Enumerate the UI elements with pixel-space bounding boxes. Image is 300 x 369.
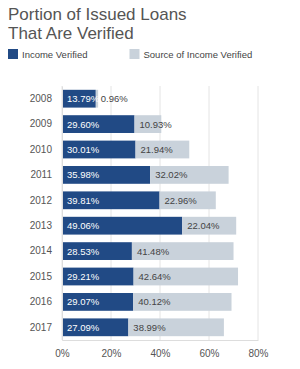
x-tick-label: 60% [199, 348, 219, 359]
bar [62, 115, 135, 133]
x-tick: 60% [199, 340, 219, 359]
bar [62, 166, 150, 184]
x-tick: 0% [55, 340, 70, 359]
y-tick-label: 2012 [30, 195, 53, 206]
bar [134, 268, 238, 286]
bar [150, 166, 228, 184]
bar [132, 242, 234, 260]
data-label: 42.64% [139, 271, 172, 282]
x-tick-label: 0% [55, 348, 70, 359]
y-axis-line [62, 87, 63, 341]
x-tick-label: 20% [101, 348, 121, 359]
grid [62, 86, 258, 340]
x-tick-label: 40% [150, 348, 170, 359]
legend: Income Verified Source of Income Verified [8, 49, 252, 60]
y-tick: 2016 [30, 296, 62, 307]
y-tick: 2008 [30, 93, 62, 104]
y-tick: 2010 [30, 144, 62, 155]
grid-line [258, 86, 259, 340]
y-tick: 2009 [30, 118, 62, 129]
bar [62, 191, 160, 209]
y-tick-label: 2011 [30, 169, 52, 180]
data-label: 41.48% [137, 246, 170, 257]
legend-swatch [129, 49, 139, 59]
data-label: 35.98% [67, 169, 100, 180]
y-tick: 2012 [30, 195, 62, 206]
y-tick: 2014 [30, 245, 62, 256]
chart: Portion of Issued LoansThat Are Verified… [0, 0, 300, 369]
title-line: Portion of Issued Loans [8, 5, 187, 24]
y-tick-label: 2008 [30, 93, 53, 104]
y-axis: 2008 2009 2010 2011 2012 2013 2014 2015 2016 2017 [30, 87, 63, 341]
x-tick: 20% [101, 340, 121, 359]
grid-line [62, 86, 63, 340]
data-label: 28.53% [67, 246, 100, 257]
data-label: 13.79% [67, 93, 100, 104]
x-tick-label: 80% [248, 348, 268, 359]
legend-swatch [8, 49, 18, 59]
y-tick: 2011 [30, 169, 62, 180]
bars [62, 90, 238, 336]
data-label: 22.04% [187, 220, 220, 231]
title: Portion of Issued LoansThat Are Verified [8, 5, 187, 43]
data-label: 38.99% [133, 322, 166, 333]
y-tick-label: 2010 [30, 144, 53, 155]
bar [62, 242, 132, 260]
y-tick-label: 2017 [30, 322, 53, 333]
data-labels: 13.79%0.96% 29.60% 10.93% 30.01% 21.94% 35.98… [67, 93, 220, 333]
y-tick-label: 2009 [30, 118, 53, 129]
bar [182, 217, 236, 235]
bar [62, 217, 182, 235]
data-label: 29.07% [67, 296, 100, 307]
data-label: 39.81% [67, 195, 100, 206]
legend-label: Source of Income Verified [143, 49, 252, 60]
x-tick: 80% [248, 340, 268, 359]
bar [62, 318, 128, 336]
bar [62, 293, 133, 311]
bar [62, 141, 136, 159]
data-label: 49.06% [67, 220, 100, 231]
data-label: 29.60% [67, 119, 100, 130]
bar [128, 318, 224, 336]
y-tick: 2013 [30, 220, 62, 231]
data-label: 10.93% [140, 119, 173, 130]
y-tick-label: 2015 [30, 271, 53, 282]
x-axis: 0% 20% 40% 60% 80% [55, 340, 268, 359]
bar [160, 191, 216, 209]
bar [62, 268, 134, 286]
x-axis-line [63, 340, 259, 341]
y-tick-label: 2016 [30, 296, 53, 307]
bar [133, 293, 231, 311]
y-tick: 2015 [30, 271, 62, 282]
title-line: That Are Verified [8, 24, 134, 43]
y-tick-label: 2014 [30, 245, 53, 256]
data-label: 0.96% [101, 93, 128, 104]
data-label: 22.96% [165, 195, 198, 206]
data-label: 27.09% [67, 322, 100, 333]
legend-label: Income Verified [22, 49, 87, 60]
data-label: 29.21% [67, 271, 100, 282]
data-label: 21.94% [141, 144, 174, 155]
y-tick: 2017 [30, 322, 62, 333]
data-label: 40.12% [138, 296, 171, 307]
y-tick-label: 2013 [30, 220, 53, 231]
data-label: 32.02% [155, 169, 188, 180]
data-label: 30.01% [67, 144, 100, 155]
x-tick: 40% [150, 340, 170, 359]
bar [136, 141, 190, 159]
